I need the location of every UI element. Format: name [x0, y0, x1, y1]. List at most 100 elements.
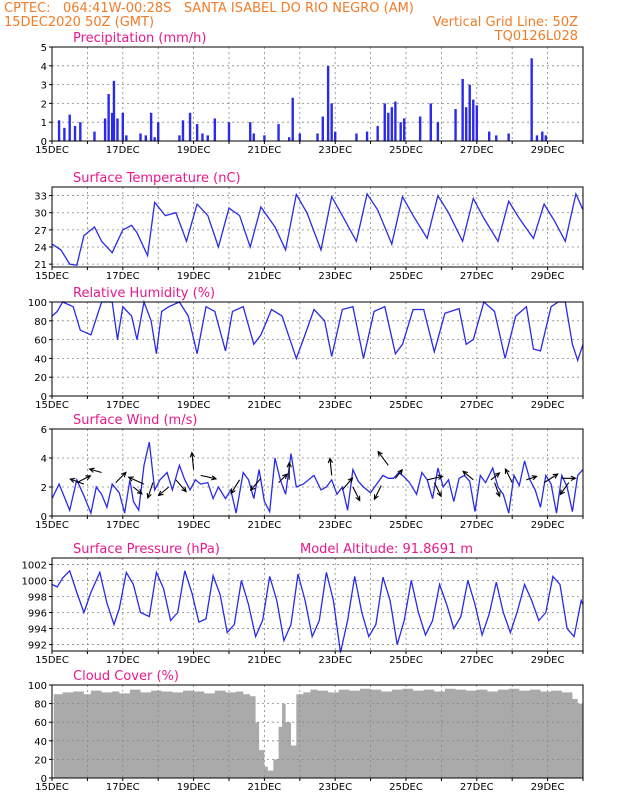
x-tick-label: 21DEC: [248, 782, 282, 793]
precip-bar: [468, 84, 471, 141]
precip-bar: [487, 131, 491, 141]
panel-title: Cloud Cover (%): [73, 669, 179, 684]
precip-bar: [507, 133, 510, 141]
precip-bar: [107, 94, 110, 141]
y-tick-label: 20: [34, 373, 47, 384]
y-tick-label: 80: [34, 700, 47, 711]
x-tick-label: 19DEC: [177, 782, 211, 793]
precip-bar: [387, 112, 390, 141]
x-tick-label: 15DEC: [35, 271, 69, 282]
wind-arrow: [490, 472, 501, 481]
wind-arrow: [504, 467, 513, 483]
precip-bar: [263, 135, 266, 141]
wind-arrow: [427, 474, 444, 481]
y-tick-label: 1002: [22, 560, 47, 571]
precip-bar: [291, 97, 294, 141]
precip-bar: [277, 124, 280, 141]
panel-frame: [51, 46, 584, 142]
precip-bar: [93, 131, 96, 141]
x-tick-label: 23DEC: [318, 782, 352, 793]
precip-bar: [330, 103, 333, 141]
panel-title: Precipitation (mm/h): [73, 31, 206, 46]
precip-bar: [103, 118, 107, 141]
precip-bar: [464, 107, 468, 141]
panel-rh: 0 20 40 60 80 100 15DEC 17DEC 19DEC 21DEC 23DEC 25D…: [28, 286, 584, 411]
precip-bar: [399, 122, 402, 141]
precip-bar: [472, 99, 475, 141]
precip-bar: [110, 112, 114, 141]
precip-bar: [178, 135, 181, 141]
rh-line: [51, 299, 584, 363]
y-tick-label: 30: [34, 209, 47, 220]
x-tick-label: 21DEC: [248, 400, 282, 411]
x-tick-label: 17DEC: [106, 400, 140, 411]
x-tick-label: 23DEC: [318, 520, 352, 531]
wind-arrow: [69, 477, 85, 485]
precip-bar: [125, 135, 128, 141]
wind-arrow: [278, 473, 289, 483]
x-tick-label: 29DEC: [531, 400, 565, 411]
wind-arrow: [394, 468, 403, 479]
wind-arrow: [157, 486, 170, 497]
y-tick-label: 100: [28, 298, 47, 309]
precip-bar: [544, 135, 548, 141]
x-tick-label: 27DEC: [460, 271, 494, 282]
wind-arrow: [526, 475, 538, 481]
y-tick-label: 0: [41, 774, 47, 785]
x-tick-label: 19DEC: [177, 271, 211, 282]
header-date: 15DEC2020 50Z (GMT): [4, 15, 155, 30]
x-tick-label: 19DEC: [177, 145, 211, 156]
wind-arrow: [493, 482, 501, 498]
precip-bar: [201, 133, 204, 141]
wind-arrow: [133, 486, 143, 495]
precip-bar: [475, 105, 478, 141]
y-tick-label: 3: [41, 81, 47, 92]
wind-arrow: [462, 470, 474, 481]
precip-bar: [394, 101, 397, 141]
wind-arrow: [189, 451, 195, 470]
panel-frame: [51, 186, 584, 268]
y-tick-label: 994: [28, 625, 47, 636]
precip-bar: [461, 78, 464, 141]
x-tick-label: 17DEC: [106, 655, 140, 666]
x-tick-label: 27DEC: [460, 520, 494, 531]
x-tick-label: 25DEC: [389, 655, 423, 666]
y-tick-label: 21: [34, 260, 47, 271]
wind-arrow: [88, 467, 102, 474]
y-tick-label: 992: [28, 641, 47, 652]
precip-bar: [188, 112, 192, 141]
panel-wind: 0 2 4 6 15DEC 17DEC 19DEC 21DEC 23DEC 25DEC 27DEC 2…: [35, 413, 584, 531]
x-tick-label: 25DEC: [389, 145, 423, 156]
precip-bar: [149, 112, 153, 141]
panel-precip: 0 1 2 3 4 5 15DEC 17DEC 19DEC 21DEC 23DEC 25DEC 27DE…: [35, 31, 584, 156]
precip-bar: [355, 133, 358, 141]
panel-cloud: 0 20 40 60 80 100 15DEC 17DEC 19DEC 21DEC 23DEC 25D…: [28, 669, 584, 793]
x-tick-label: 25DEC: [389, 271, 423, 282]
y-tick-label: 100: [28, 681, 47, 692]
panel-title: Surface Temperature (nC): [73, 171, 241, 186]
precip-bar: [334, 131, 337, 141]
precip-bar: [287, 137, 291, 141]
x-tick-label: 29DEC: [531, 782, 565, 793]
wind-arrow: [286, 461, 292, 480]
x-tick-label: 15DEC: [35, 655, 69, 666]
precip-bar: [139, 133, 142, 141]
x-tick-label: 15DEC: [35, 782, 69, 793]
wind-arrow: [115, 471, 127, 483]
precip-bar: [116, 118, 119, 141]
x-tick-label: 25DEC: [389, 782, 423, 793]
wind-line: [51, 441, 584, 516]
precip-bar: [195, 124, 199, 141]
precip-bar: [63, 127, 66, 141]
precip-bar: [495, 135, 498, 141]
y-tick-label: 1: [41, 118, 47, 129]
wind-arrow: [433, 482, 442, 498]
wind-arrow: [373, 485, 382, 501]
precip-bar: [429, 103, 432, 141]
precip-bar: [252, 133, 255, 141]
header-code: TQ0126L028: [494, 29, 578, 44]
x-tick-label: 27DEC: [460, 145, 494, 156]
model-altitude-label: Model Altitude: 91.8691 m: [300, 542, 473, 557]
panel-pres: 992 994 996 998 1000 1002 15DEC 17DEC 19DEC 21DEC…: [22, 542, 584, 666]
